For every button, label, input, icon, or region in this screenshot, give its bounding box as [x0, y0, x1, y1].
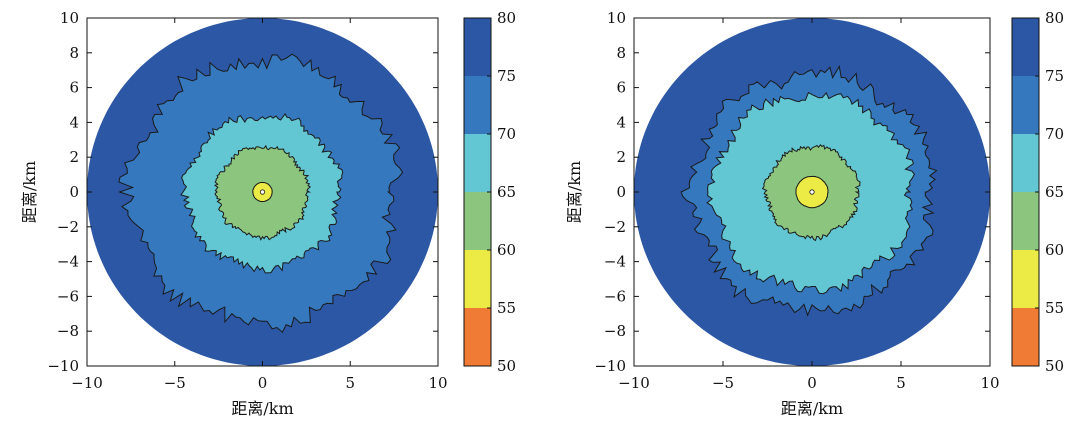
colorbar-tick-label: 60 — [1045, 241, 1064, 259]
colorbar-segment — [464, 192, 491, 250]
colorbar-segment — [1012, 134, 1039, 192]
y-tick-label: 8 — [616, 44, 626, 62]
colorbar-tick-label: 75 — [497, 67, 516, 85]
x-tick-label: −10 — [618, 374, 650, 392]
x-tick-label: 5 — [896, 374, 906, 392]
y-tick-label: −4 — [604, 253, 626, 271]
colorbar-segment — [464, 134, 491, 192]
center-point — [259, 189, 266, 195]
y-tick-label: −8 — [57, 322, 79, 340]
x-tick-label: 5 — [345, 374, 355, 392]
y-tick-label: −2 — [604, 218, 626, 236]
y-tick-label: 4 — [616, 113, 626, 131]
y-tick-label: 0 — [69, 183, 79, 201]
center-point — [809, 189, 815, 195]
y-tick-label: 4 — [69, 113, 79, 131]
colorbar-segment — [1012, 308, 1039, 366]
colorbar-tick-label: 65 — [1045, 183, 1064, 201]
y-tick-label: 2 — [616, 148, 626, 166]
x-axis-label: 距离/km — [231, 399, 293, 418]
y-tick-label: 6 — [616, 79, 626, 97]
x-axis-label: 距离/km — [781, 399, 843, 418]
colorbar-segment — [1012, 192, 1039, 250]
y-tick-label: −8 — [604, 322, 626, 340]
y-tick-label: 8 — [69, 44, 79, 62]
colorbar-segment — [1012, 250, 1039, 308]
y-tick-label: −2 — [57, 218, 79, 236]
colorbar-tick-label: 80 — [1045, 9, 1064, 27]
y-tick-label: 2 — [69, 148, 79, 166]
colorbar: 80 75 70 65 60 55 50 — [463, 9, 516, 375]
colorbar: 80 75 70 65 60 55 50 — [1011, 9, 1064, 375]
x-tick-label: 0 — [807, 374, 817, 392]
y-tick-label: 10 — [60, 9, 79, 27]
x-tick-label: −5 — [712, 374, 734, 392]
colorbar-segment — [464, 76, 491, 134]
colorbar-segment — [464, 250, 491, 308]
colorbar-tick-label: 50 — [497, 357, 516, 375]
colorbar-tick-label: 55 — [1045, 299, 1064, 317]
y-axis-label: 距离/km — [565, 161, 584, 223]
contour-panel-left: 10 8 6 4 2 0 −2 −4 −6 −8 −10−10 −5 0 5 10 距离/km 距离/km 80 7… — [20, 9, 516, 418]
colorbar-segment — [1012, 76, 1039, 134]
y-tick-label: 6 — [69, 79, 79, 97]
colorbar-segment — [464, 308, 491, 366]
colorbar-segment — [1012, 18, 1039, 76]
y-tick-label: −10 — [594, 357, 626, 375]
y-tick-label: 10 — [607, 9, 626, 27]
colorbar-tick-label: 70 — [1045, 125, 1064, 143]
colorbar-tick-label: 55 — [497, 299, 516, 317]
colorbar-tick-label: 60 — [497, 241, 516, 259]
colorbar-tick-label: 75 — [1045, 67, 1064, 85]
colorbar-tick-label: 80 — [497, 9, 516, 27]
colorbar-tick-label: 70 — [497, 125, 516, 143]
x-tick-label: −10 — [71, 374, 103, 392]
y-tick-label: −6 — [57, 287, 79, 305]
x-tick-label: 10 — [980, 374, 999, 392]
x-tick-label: −5 — [164, 374, 186, 392]
y-tick-label: −6 — [604, 287, 626, 305]
y-tick-label: 0 — [616, 183, 626, 201]
contour-panel-right: 10 8 6 4 2 0 −2 −4 −6 −8 −10−10 −5 0 5 10 距离/km 距离/km 80 7… — [565, 9, 1064, 418]
colorbar-tick-label: 65 — [497, 183, 516, 201]
x-tick-label: 10 — [428, 374, 447, 392]
colorbar-tick-label: 50 — [1045, 357, 1064, 375]
y-tick-label: −10 — [47, 357, 79, 375]
x-tick-label: 0 — [258, 374, 268, 392]
colorbar-segment — [464, 18, 491, 76]
y-tick-label: −4 — [57, 253, 79, 271]
y-axis-label: 距离/km — [20, 161, 39, 223]
